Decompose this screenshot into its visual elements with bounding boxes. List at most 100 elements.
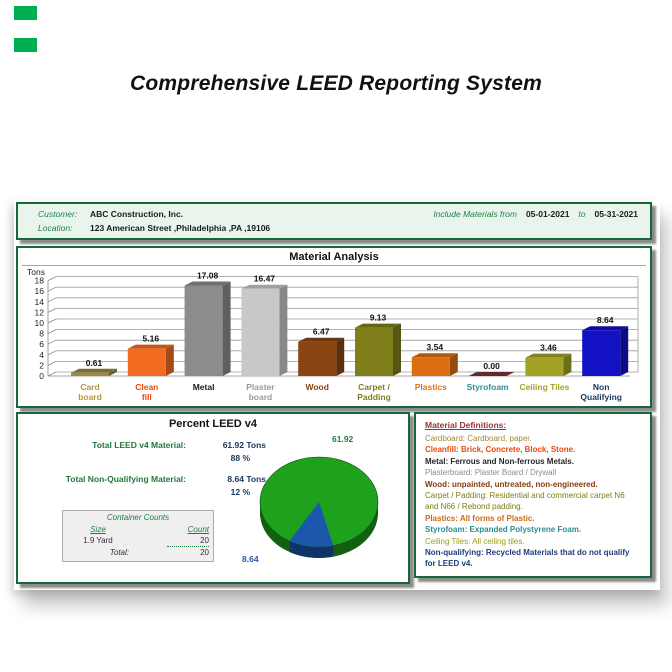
bar-front-face bbox=[71, 372, 109, 376]
stat-leed-pct: 88 % bbox=[230, 453, 250, 463]
axis-tick bbox=[47, 339, 57, 345]
date-range: Include Materials from 05-01-2021 to 05-… bbox=[433, 209, 638, 219]
definition-item: Wood: unpainted, untreated, non-engineer… bbox=[425, 479, 598, 489]
bar-top-face bbox=[127, 344, 174, 349]
bar-zero-face bbox=[468, 372, 515, 376]
y-tick-label: 10 bbox=[35, 318, 45, 328]
total-count-value: 20 bbox=[200, 548, 209, 557]
material-analysis-panel: Material Analysis Tons 0 2 4 6 8 10 12 14 16 18 0.… bbox=[16, 246, 652, 408]
bar-front-face bbox=[127, 348, 166, 376]
bar-side-face bbox=[449, 353, 458, 376]
category-label: Clean bbox=[135, 382, 158, 392]
green-corner-marker bbox=[14, 6, 37, 20]
category-label: Padding bbox=[357, 392, 391, 402]
material-definitions-list: Material Definitions: Cardboard: Cardboa… bbox=[416, 414, 650, 570]
axis-tick bbox=[47, 308, 57, 313]
bar-front-face bbox=[184, 285, 223, 376]
definition-item: Metal: Ferrous and Non-ferrous Metals. bbox=[425, 456, 574, 466]
bar-value-label: 6.47 bbox=[313, 327, 330, 337]
stat-leed-tons: 61.92 Tons bbox=[222, 440, 266, 450]
bar-2: 17.08 Metal bbox=[184, 272, 231, 392]
stat-nonqualifying-label: Total Non-Qualifying Material: bbox=[65, 474, 186, 484]
axis-tick bbox=[47, 350, 57, 356]
bar-side-face bbox=[279, 284, 288, 376]
definition-item: Non-qualifying: Recycled Materials that … bbox=[425, 548, 630, 569]
count-column-header: Count bbox=[187, 525, 209, 534]
y-tick-label: 12 bbox=[35, 307, 45, 317]
date-from-value: 05-01-2021 bbox=[525, 209, 570, 219]
category-label: Carpet / bbox=[358, 382, 390, 392]
page-title: Comprehensive LEED Reporting System bbox=[130, 72, 542, 95]
bar-value-label: 0.00 bbox=[483, 361, 500, 371]
material-definitions-title: Material Definitions: bbox=[425, 420, 507, 430]
percent-leed-panel: Percent LEED v4 Total LEED v4 Material: … bbox=[16, 412, 410, 584]
date-to-value: 05-31-2021 bbox=[594, 209, 638, 219]
bar-1: 5.16 Cleanfill bbox=[127, 334, 174, 402]
y-axis-unit-label: Tons bbox=[27, 267, 45, 277]
y-tick-label: 4 bbox=[39, 350, 44, 360]
bar-side-face bbox=[563, 353, 572, 376]
bar-chart-title: Material Analysis bbox=[22, 251, 646, 266]
bar-0: 0.61 Cardboard bbox=[71, 358, 117, 402]
category-label: Wood bbox=[305, 382, 328, 392]
container-count-row: 1.9 Yard 20 bbox=[67, 535, 209, 547]
material-definitions-panel: Material Definitions: Cardboard: Cardboa… bbox=[414, 412, 652, 578]
definition-item: Ceiling Tiles: All ceiling tiles. bbox=[425, 536, 525, 546]
total-label: Total: bbox=[109, 548, 129, 557]
category-label: Card bbox=[80, 382, 99, 392]
y-tick-label: 6 bbox=[39, 339, 44, 349]
bar-front-face bbox=[582, 330, 621, 376]
axis-tick bbox=[47, 318, 57, 324]
category-label: board bbox=[78, 392, 102, 402]
bar-5: 9.13 Carpet /Padding bbox=[355, 313, 401, 402]
category-label: Plastics bbox=[415, 382, 447, 392]
bar-side-face bbox=[109, 368, 117, 376]
bar-front-face bbox=[411, 357, 450, 376]
definition-item: Cardboard: Cardboard, paper. bbox=[425, 434, 532, 443]
bar-value-label: 8.64 bbox=[597, 315, 614, 325]
bar-top-face bbox=[71, 368, 117, 373]
bar-front-face bbox=[241, 288, 280, 376]
customer-label: Customer: bbox=[38, 209, 78, 219]
pie-nonqualifying-value-label: 8.64 bbox=[242, 554, 259, 564]
bar-front-face bbox=[525, 357, 564, 376]
axis-tick bbox=[47, 329, 57, 334]
category-label: Styrofoam bbox=[467, 382, 509, 392]
container-counts-rows: 1.9 Yard 20 bbox=[67, 535, 209, 547]
y-tick-label: 2 bbox=[39, 360, 44, 370]
bar-side-face bbox=[393, 323, 401, 376]
definition-item: Styrofoam: Expanded Polystyrene Foam. bbox=[425, 525, 582, 535]
pie-chart bbox=[259, 456, 379, 558]
definition-item: Cleanfill: Brick, Concrete, Block, Stone… bbox=[425, 445, 576, 455]
definition-item: Carpet / Padding: Residential and commer… bbox=[425, 491, 625, 512]
container-counts-total-row: Total: 20 bbox=[67, 547, 209, 558]
stat-nonqualifying-row: Total Non-Qualifying Material: 8.64 Tons… bbox=[28, 474, 288, 502]
report-header-panel: Customer: ABC Construction, Inc. Locatio… bbox=[16, 202, 652, 240]
bar-value-label: 0.61 bbox=[86, 358, 103, 368]
category-label: Metal bbox=[193, 382, 215, 392]
bar-front-face bbox=[298, 341, 337, 376]
bar-value-label: 5.16 bbox=[143, 334, 160, 344]
container-counts-header-row: Size Count bbox=[67, 524, 209, 535]
category-label: fill bbox=[142, 392, 152, 402]
definition-item: Plastics: All forms of Plastic. bbox=[425, 513, 535, 523]
bar-value-label: 3.54 bbox=[427, 342, 444, 352]
axis-tick bbox=[47, 276, 57, 281]
green-corner-marker bbox=[14, 38, 37, 52]
container-size-value: 1.9 Yard bbox=[83, 536, 113, 545]
category-label: board bbox=[249, 392, 273, 402]
y-tick-label: 16 bbox=[35, 286, 45, 296]
bar-3: 16.47 Plasterboard bbox=[241, 274, 288, 402]
stat-nonqualifying-pct: 12 % bbox=[230, 487, 250, 497]
bar-top-face bbox=[582, 326, 629, 331]
include-materials-label: Include Materials from bbox=[433, 209, 517, 219]
bar-top-face bbox=[525, 353, 572, 358]
y-tick-label: 18 bbox=[35, 276, 45, 286]
axis-tick bbox=[47, 286, 57, 292]
category-label: Plaster bbox=[246, 382, 275, 392]
stat-nonqualifying-tons: 8.64 Tons bbox=[227, 474, 266, 484]
axis-tick bbox=[47, 297, 57, 303]
bar-4: 6.47 Wood bbox=[298, 327, 345, 392]
